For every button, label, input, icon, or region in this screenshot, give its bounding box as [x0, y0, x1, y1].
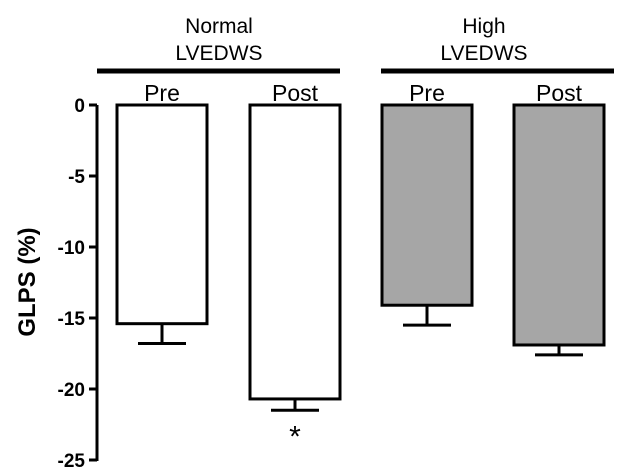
y-tick-label: 0	[74, 96, 85, 117]
y-axis-title: GLPS (%)	[14, 227, 41, 336]
y-tick-label: -25	[58, 451, 86, 469]
bar	[380, 103, 474, 307]
y-tick-label: -5	[68, 167, 85, 188]
group-label-line2: LVEDWS	[440, 42, 527, 65]
y-axis: 0 -5 -10 -15 -20 -25	[58, 96, 99, 469]
bar	[248, 103, 342, 401]
y-tick-label: -10	[58, 238, 85, 259]
category-label: Post	[272, 80, 319, 106]
category-label: Post	[536, 80, 583, 106]
group-label-line2: LVEDWS	[175, 42, 262, 65]
group-label-line1: High	[462, 15, 505, 38]
group-label-line1: Normal	[185, 15, 253, 38]
y-tick-label: -15	[58, 309, 86, 330]
significance-marker: *	[289, 420, 301, 453]
category-label: Pre	[144, 80, 180, 106]
bars: Pre Post * Pre Post	[115, 80, 606, 453]
group-headers: Normal LVEDWS High LVEDWS	[97, 15, 614, 74]
bar	[115, 103, 209, 326]
category-label: Pre	[409, 80, 445, 106]
bar	[512, 103, 606, 347]
y-tick-label: -20	[58, 380, 85, 401]
